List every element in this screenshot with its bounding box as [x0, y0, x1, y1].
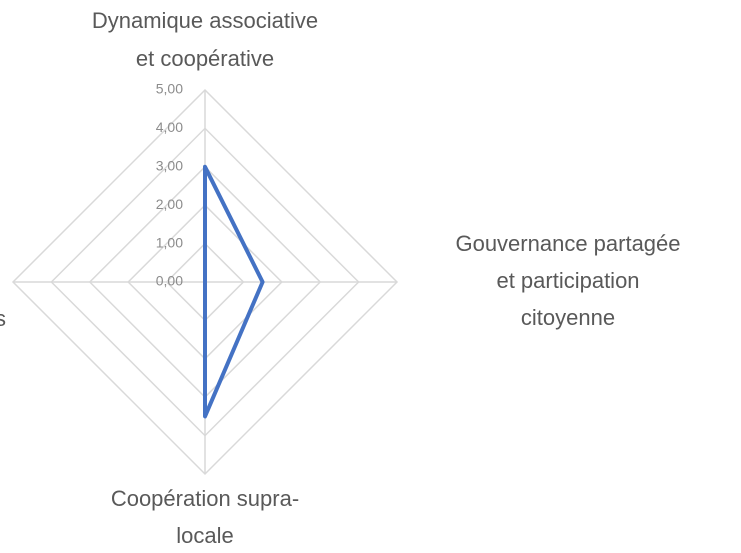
category-line: Coopération supra- — [111, 486, 299, 511]
category-label: Coopération supra-locale — [111, 486, 299, 548]
category-label: Dynamique associative et coopérative — [92, 8, 318, 71]
category-line: s — [0, 306, 6, 331]
tick-label: 2,00 — [156, 196, 183, 212]
category-line: citoyenne — [521, 305, 615, 330]
tick-label: 5,00 — [156, 81, 183, 97]
category-label: s — [0, 306, 6, 331]
tick-label: 4,00 — [156, 119, 183, 135]
tick-label: 0,00 — [156, 273, 183, 289]
category-line: et coopérative — [136, 46, 274, 71]
category-line: Dynamique associative — [92, 8, 318, 33]
category-line: locale — [176, 523, 233, 548]
category-line: et participation — [496, 268, 639, 293]
tick-label: 3,00 — [156, 158, 183, 174]
series-line — [203, 164, 265, 419]
category-label: Gouvernance partagée et participation cito… — [455, 231, 680, 330]
category-line: Gouvernance partagée — [455, 231, 680, 256]
tick-label: 1,00 — [156, 234, 183, 250]
